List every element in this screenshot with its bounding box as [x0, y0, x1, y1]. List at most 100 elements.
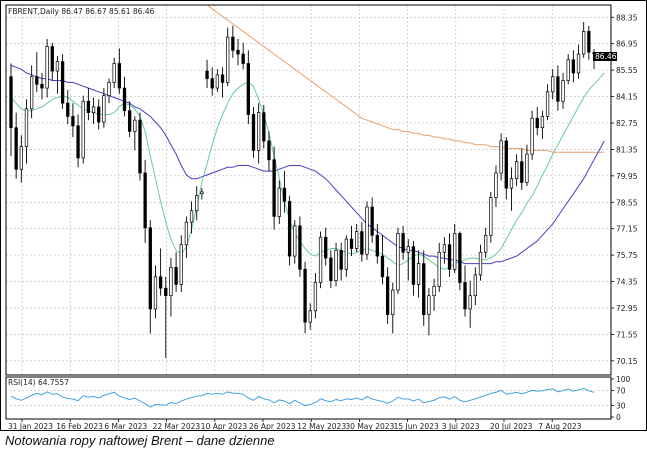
price-tick-label: 70.15 — [616, 357, 638, 366]
candle-body — [128, 110, 132, 132]
candle — [158, 248, 163, 296]
candle — [427, 288, 431, 336]
candle — [561, 72, 565, 109]
candle-body — [143, 172, 147, 229]
candle-body — [344, 238, 349, 270]
candle — [66, 89, 70, 124]
rsi-tick-label: 100 — [616, 375, 631, 384]
rsi-grid — [6, 390, 611, 406]
candle-body — [97, 106, 101, 123]
candle — [169, 257, 173, 317]
date-tick-label: 10 Apr 2023 — [201, 422, 248, 431]
candle — [220, 67, 225, 98]
candle-body — [66, 102, 70, 117]
price-pane-border — [5, 4, 612, 376]
candle — [494, 165, 498, 207]
candle-body — [370, 206, 374, 236]
candle-body — [112, 63, 116, 83]
candle-body — [210, 78, 214, 89]
last-price-label: 86.46 — [595, 52, 617, 61]
candle-body — [267, 140, 271, 161]
candle-body — [406, 246, 410, 253]
candle — [40, 72, 44, 100]
candle — [582, 21, 586, 58]
candle-body — [339, 250, 343, 270]
sma-orange-line — [206, 4, 605, 153]
candle — [484, 227, 488, 258]
candle-body — [375, 234, 379, 257]
candle-body — [499, 140, 503, 174]
candle-body — [385, 276, 390, 315]
candle — [107, 78, 111, 104]
chart-caption: Notowania ropy naftowej Brent – dane dzi… — [5, 433, 275, 448]
candle — [380, 235, 385, 285]
candle — [184, 216, 189, 258]
rsi-header: RSI(14) 64.7557 — [8, 378, 69, 387]
candle — [143, 159, 147, 243]
candle — [453, 223, 457, 274]
candle-body — [117, 63, 121, 89]
price-tick-label: 71.55 — [616, 330, 638, 339]
candle — [14, 112, 18, 179]
rsi-tick-label: 70 — [616, 386, 626, 395]
candle — [179, 235, 183, 292]
candle — [355, 223, 359, 253]
candle-body — [189, 210, 194, 223]
candle-body — [287, 200, 292, 257]
candle — [545, 84, 550, 121]
candle-body — [19, 146, 23, 170]
candle-body — [401, 233, 405, 253]
candle-body — [246, 63, 250, 115]
candle — [128, 101, 132, 138]
candle — [35, 52, 39, 92]
price-chart: FBRENT,Daily 86.47 86.67 85.61 86.46 88.… — [0, 0, 647, 431]
candle — [509, 167, 514, 211]
candle-body — [133, 119, 137, 132]
candle-body — [484, 234, 488, 253]
price-tick-label: 74.35 — [616, 278, 638, 287]
candle-body — [355, 231, 359, 249]
date-tick-label: 31 Jan 2023 — [8, 422, 53, 431]
candle — [81, 95, 85, 164]
candle-body — [293, 225, 297, 257]
candle-body — [468, 295, 472, 310]
candle-body — [148, 227, 152, 310]
candle — [432, 278, 436, 311]
date-tick-label: 15 Jun 2023 — [394, 422, 439, 431]
candle-body — [50, 46, 54, 72]
candle — [200, 188, 204, 200]
candle-body — [195, 195, 199, 212]
candle — [256, 103, 261, 164]
date-tick-label: 30 May 2023 — [345, 422, 394, 431]
candle-body — [55, 61, 60, 72]
candle-body — [535, 117, 539, 129]
candle-body — [76, 125, 80, 159]
candle-body — [86, 100, 91, 113]
candle-body — [504, 140, 508, 189]
candle — [251, 106, 256, 158]
candle — [102, 88, 106, 128]
candle — [9, 63, 13, 157]
grid-lines — [6, 5, 611, 375]
candle — [241, 42, 245, 70]
candle-body — [45, 46, 49, 89]
candle — [411, 240, 416, 296]
price-tick-label: 84.15 — [616, 93, 638, 102]
candle — [55, 55, 60, 94]
candle — [91, 97, 96, 124]
candle-body — [427, 295, 431, 315]
candle — [499, 133, 503, 181]
candle — [246, 50, 250, 124]
candle-body — [153, 276, 158, 310]
candle-body — [158, 276, 163, 289]
candle — [210, 67, 214, 96]
candle-body — [391, 289, 395, 315]
price-tick-label: 85.55 — [616, 66, 638, 75]
candle — [287, 195, 292, 266]
candle — [117, 48, 121, 94]
date-tick-label: 7 Aug 2023 — [538, 422, 581, 431]
candle-body — [200, 191, 204, 195]
candle — [566, 54, 570, 85]
candle-body — [458, 233, 462, 283]
candle-body — [298, 225, 302, 270]
